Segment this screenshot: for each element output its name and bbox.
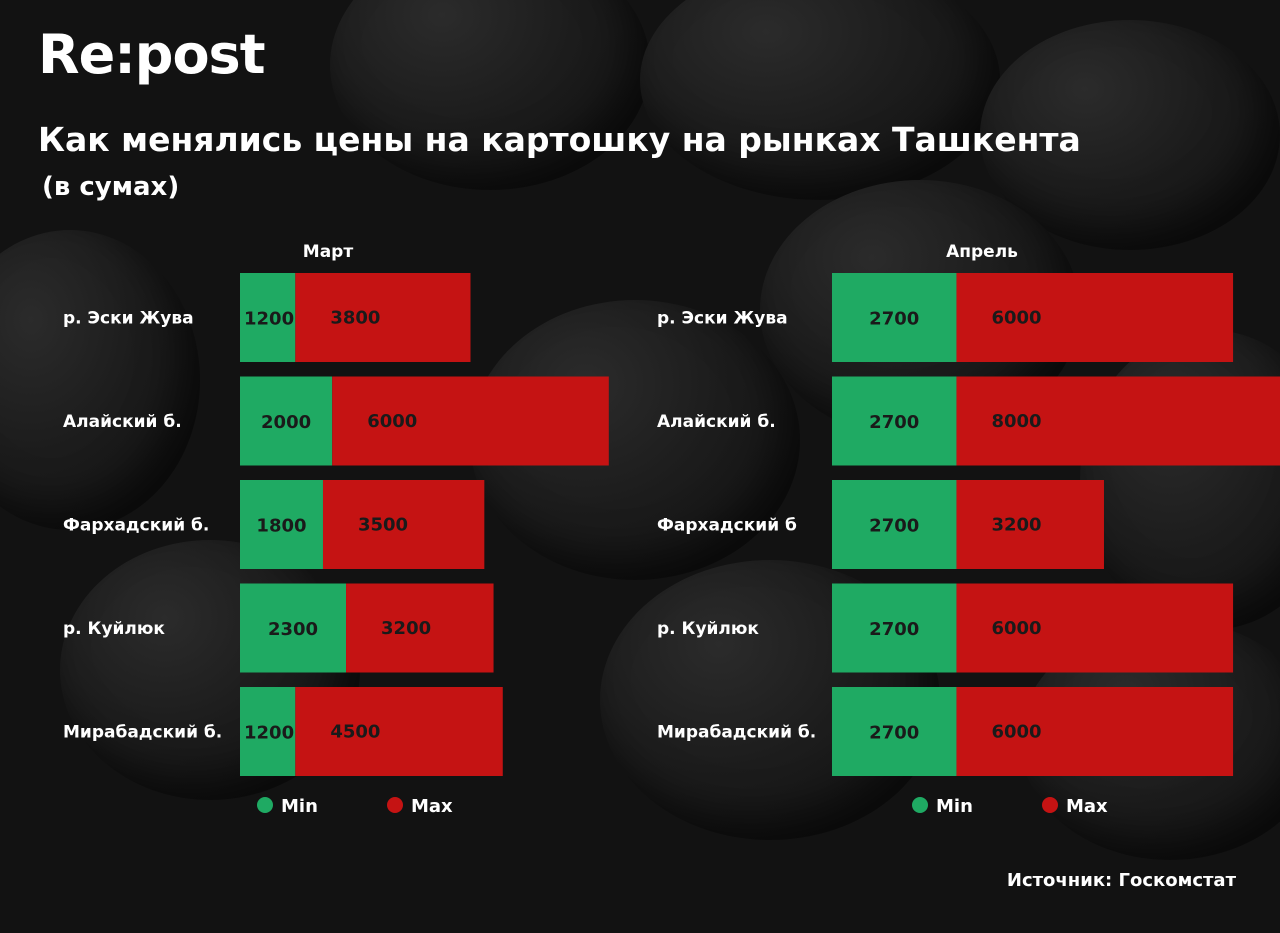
category-label: Мирабадский б.: [657, 723, 816, 743]
logo: Re:post: [38, 23, 266, 86]
bar-max: [332, 376, 609, 466]
data-label-min: 2300: [268, 619, 318, 640]
bar-max: [956, 273, 1234, 362]
data-label-max: 6000: [991, 308, 1041, 329]
data-label-min: 2700: [869, 412, 919, 433]
bar-max: [956, 583, 1234, 673]
category-label: Алайский б.: [63, 412, 182, 432]
data-label-min: 1200: [244, 723, 294, 744]
data-label-max: 4500: [330, 722, 380, 743]
category-label: р. Эски Жува: [63, 309, 194, 329]
bar-min: [240, 687, 296, 776]
bar-min: [832, 583, 957, 673]
page-subtitle: (в сумах): [42, 172, 180, 202]
category-label: Фархадский б: [657, 516, 797, 536]
category-label: Мирабадский б.: [63, 723, 222, 743]
bar-max: [956, 376, 1280, 466]
page-title: Как менялись цены на картошку на рынках …: [38, 120, 1081, 159]
data-label-min: 2700: [869, 723, 919, 744]
bar-min: [240, 480, 323, 569]
legend-label-max: Max: [411, 796, 453, 817]
data-label-min: 1200: [244, 309, 294, 330]
data-label-max: 3800: [330, 308, 380, 329]
data-label-max: 6000: [991, 722, 1041, 743]
bar-min: [832, 376, 957, 466]
data-label-max: 3200: [381, 618, 431, 639]
data-label-max: 3200: [991, 515, 1041, 536]
category-label: р. Куйлюк: [657, 619, 759, 639]
bar-min: [832, 687, 957, 776]
legend-marker-min: [912, 797, 928, 813]
category-label: р. Эски Жува: [657, 309, 788, 329]
source-note: Источник: Госкомстат: [1006, 870, 1236, 891]
legend-label-min: Min: [936, 796, 973, 817]
category-label: р. Куйлюк: [63, 619, 165, 639]
bar-max: [295, 273, 471, 362]
data-label-min: 1800: [256, 516, 306, 537]
bar-min: [240, 583, 347, 673]
data-label-min: 2000: [261, 412, 311, 433]
data-label-min: 2700: [869, 619, 919, 640]
bar-max: [346, 583, 494, 673]
bar-min: [240, 273, 296, 362]
legend-marker-min: [257, 797, 273, 813]
background-potato: [0, 230, 200, 530]
bar-min: [832, 480, 957, 569]
legend-label-max: Max: [1066, 796, 1108, 817]
category-label: Алайский б.: [657, 412, 776, 432]
data-label-min: 2700: [869, 516, 919, 537]
bar-max: [956, 687, 1234, 776]
data-label-max: 6000: [991, 618, 1041, 639]
bar-max: [295, 687, 503, 776]
bar-max: [956, 480, 1104, 569]
data-label-min: 2700: [869, 309, 919, 330]
background-potato: [640, 0, 1000, 200]
data-label-max: 3500: [358, 515, 408, 536]
legend-label-min: Min: [281, 796, 318, 817]
category-label: Фархадский б.: [63, 516, 209, 536]
chart-title: Апрель: [946, 242, 1018, 262]
legend-marker-max: [1042, 797, 1058, 813]
bar-min: [240, 376, 333, 466]
data-label-max: 6000: [367, 411, 417, 432]
data-label-max: 8000: [991, 411, 1041, 432]
bar-min: [832, 273, 957, 362]
legend-marker-max: [387, 797, 403, 813]
bar-max: [322, 480, 485, 569]
chart-title: Март: [303, 242, 354, 262]
background-potato: [980, 20, 1280, 250]
